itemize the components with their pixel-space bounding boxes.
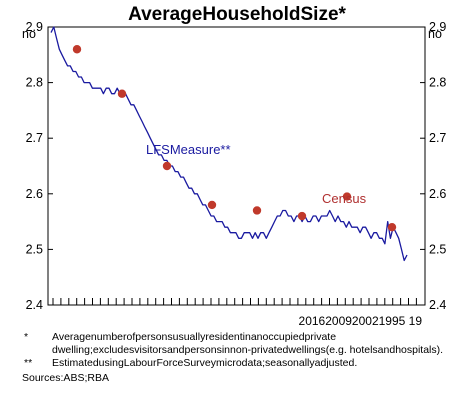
census-series-label: Census xyxy=(322,191,367,206)
census-point xyxy=(72,45,82,54)
y-unit-right: no xyxy=(428,27,442,41)
y-tick-label-right: 2.5 xyxy=(429,242,446,256)
y-tick-label-right: 2.6 xyxy=(429,187,446,201)
y-tick-label-left: 2.5 xyxy=(26,242,43,256)
y-tick-label-left: 2.9 xyxy=(26,20,43,34)
footnote-1-text: Averagenumberofpersonsusuallyresidentina… xyxy=(52,331,444,356)
census-point xyxy=(162,161,172,171)
series-points xyxy=(72,45,397,232)
census-point xyxy=(342,192,352,201)
y-tick-label-left: 2.6 xyxy=(26,187,43,201)
footnote-2: ** EstimatedusingLabourForceSurveymicrod… xyxy=(22,357,462,370)
y-tick-label-left: 2.8 xyxy=(26,76,43,90)
footnote-2-mark: ** xyxy=(24,357,33,369)
y-tick-label-right: 2.8 xyxy=(429,76,446,90)
footnote-1: * Averagenumberofpersonsusuallyresidenti… xyxy=(22,331,462,356)
footnotes: * Averagenumberofpersonsusuallyresidenti… xyxy=(22,331,462,384)
series-lfs-line xyxy=(50,26,408,262)
chart-title: AverageHouseholdSize* xyxy=(128,4,346,25)
y-tick-label-right: 2.7 xyxy=(429,131,446,145)
chart-area: AverageHouseholdSize* no no 2.4 2.4 2.5 2.5… xyxy=(22,4,447,328)
census-point xyxy=(207,200,217,210)
y-axis: 2.4 2.4 2.5 2.5 2.6 2.6 2.7 2.7 2.8 2.8 2.9 2.9 xyxy=(26,20,447,312)
y-tick-label-right: 2.4 xyxy=(429,298,446,312)
source-line: Sources:ABS;RBA xyxy=(22,371,109,384)
census-point xyxy=(117,89,127,98)
y-tick-label-left: 2.7 xyxy=(26,131,43,145)
footnote-1-mark: * xyxy=(24,331,29,343)
census-point xyxy=(297,211,307,221)
y-unit-left: no xyxy=(22,27,36,41)
x-tick-labels: 2016200920021995 19 xyxy=(299,314,423,328)
y-tick-label-left: 2.4 xyxy=(26,298,43,312)
x-axis-ticks xyxy=(52,298,417,305)
series-lines xyxy=(50,26,408,262)
lfs-series-label: LFSMeasure** xyxy=(146,142,231,157)
census-point xyxy=(252,206,262,215)
footnote-2-text: EstimatedusingLabourForceSurveymicrodata… xyxy=(52,357,358,369)
plot-frame xyxy=(47,26,426,306)
y-tick-label-right: 2.9 xyxy=(429,20,446,34)
census-point xyxy=(387,222,397,232)
